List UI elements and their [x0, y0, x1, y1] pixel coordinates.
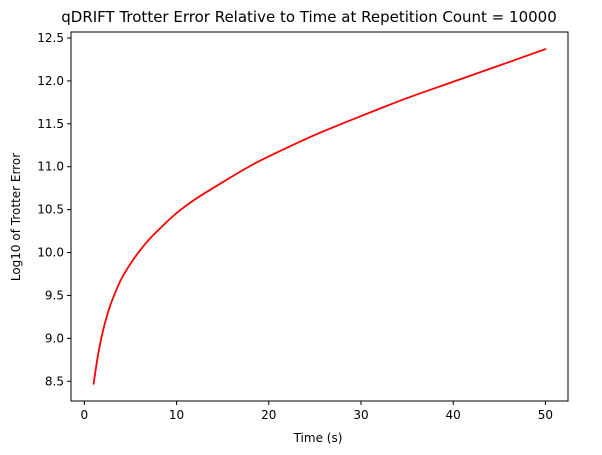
- x-axis-ticks: 0 10 20 30 40 50: [81, 401, 553, 422]
- x-axis-label: Time (s): [293, 431, 343, 445]
- y-tick-label: 8.5: [45, 374, 64, 388]
- x-tick-label: 30: [353, 408, 368, 422]
- x-tick-label: 20: [261, 408, 276, 422]
- y-tick-label: 11.5: [37, 117, 64, 131]
- series-line: [92, 48, 547, 385]
- y-tick-label: 9.0: [45, 331, 64, 345]
- chart-title: qDRIFT Trotter Error Relative to Time at…: [61, 8, 557, 26]
- y-tick-label: 10.5: [37, 203, 64, 217]
- y-tick-label: 12.0: [37, 74, 64, 88]
- plot-area-frame: [70, 31, 569, 402]
- y-axis-label: Log10 of Trotter Error: [9, 153, 23, 281]
- x-tick-label: 40: [446, 408, 461, 422]
- x-tick-label: 0: [81, 408, 89, 422]
- y-tick-label: 9.5: [45, 288, 64, 302]
- x-tick-label: 50: [538, 408, 553, 422]
- y-tick-label: 12.5: [37, 31, 64, 45]
- y-tick-label: 10.0: [37, 246, 64, 260]
- y-axis-ticks: 8.5 9.0 9.5 10.0 10.5 11.0 11.5 12.0 12.5: [37, 31, 71, 388]
- y-tick-label: 11.0: [37, 160, 64, 174]
- x-tick-label: 10: [169, 408, 184, 422]
